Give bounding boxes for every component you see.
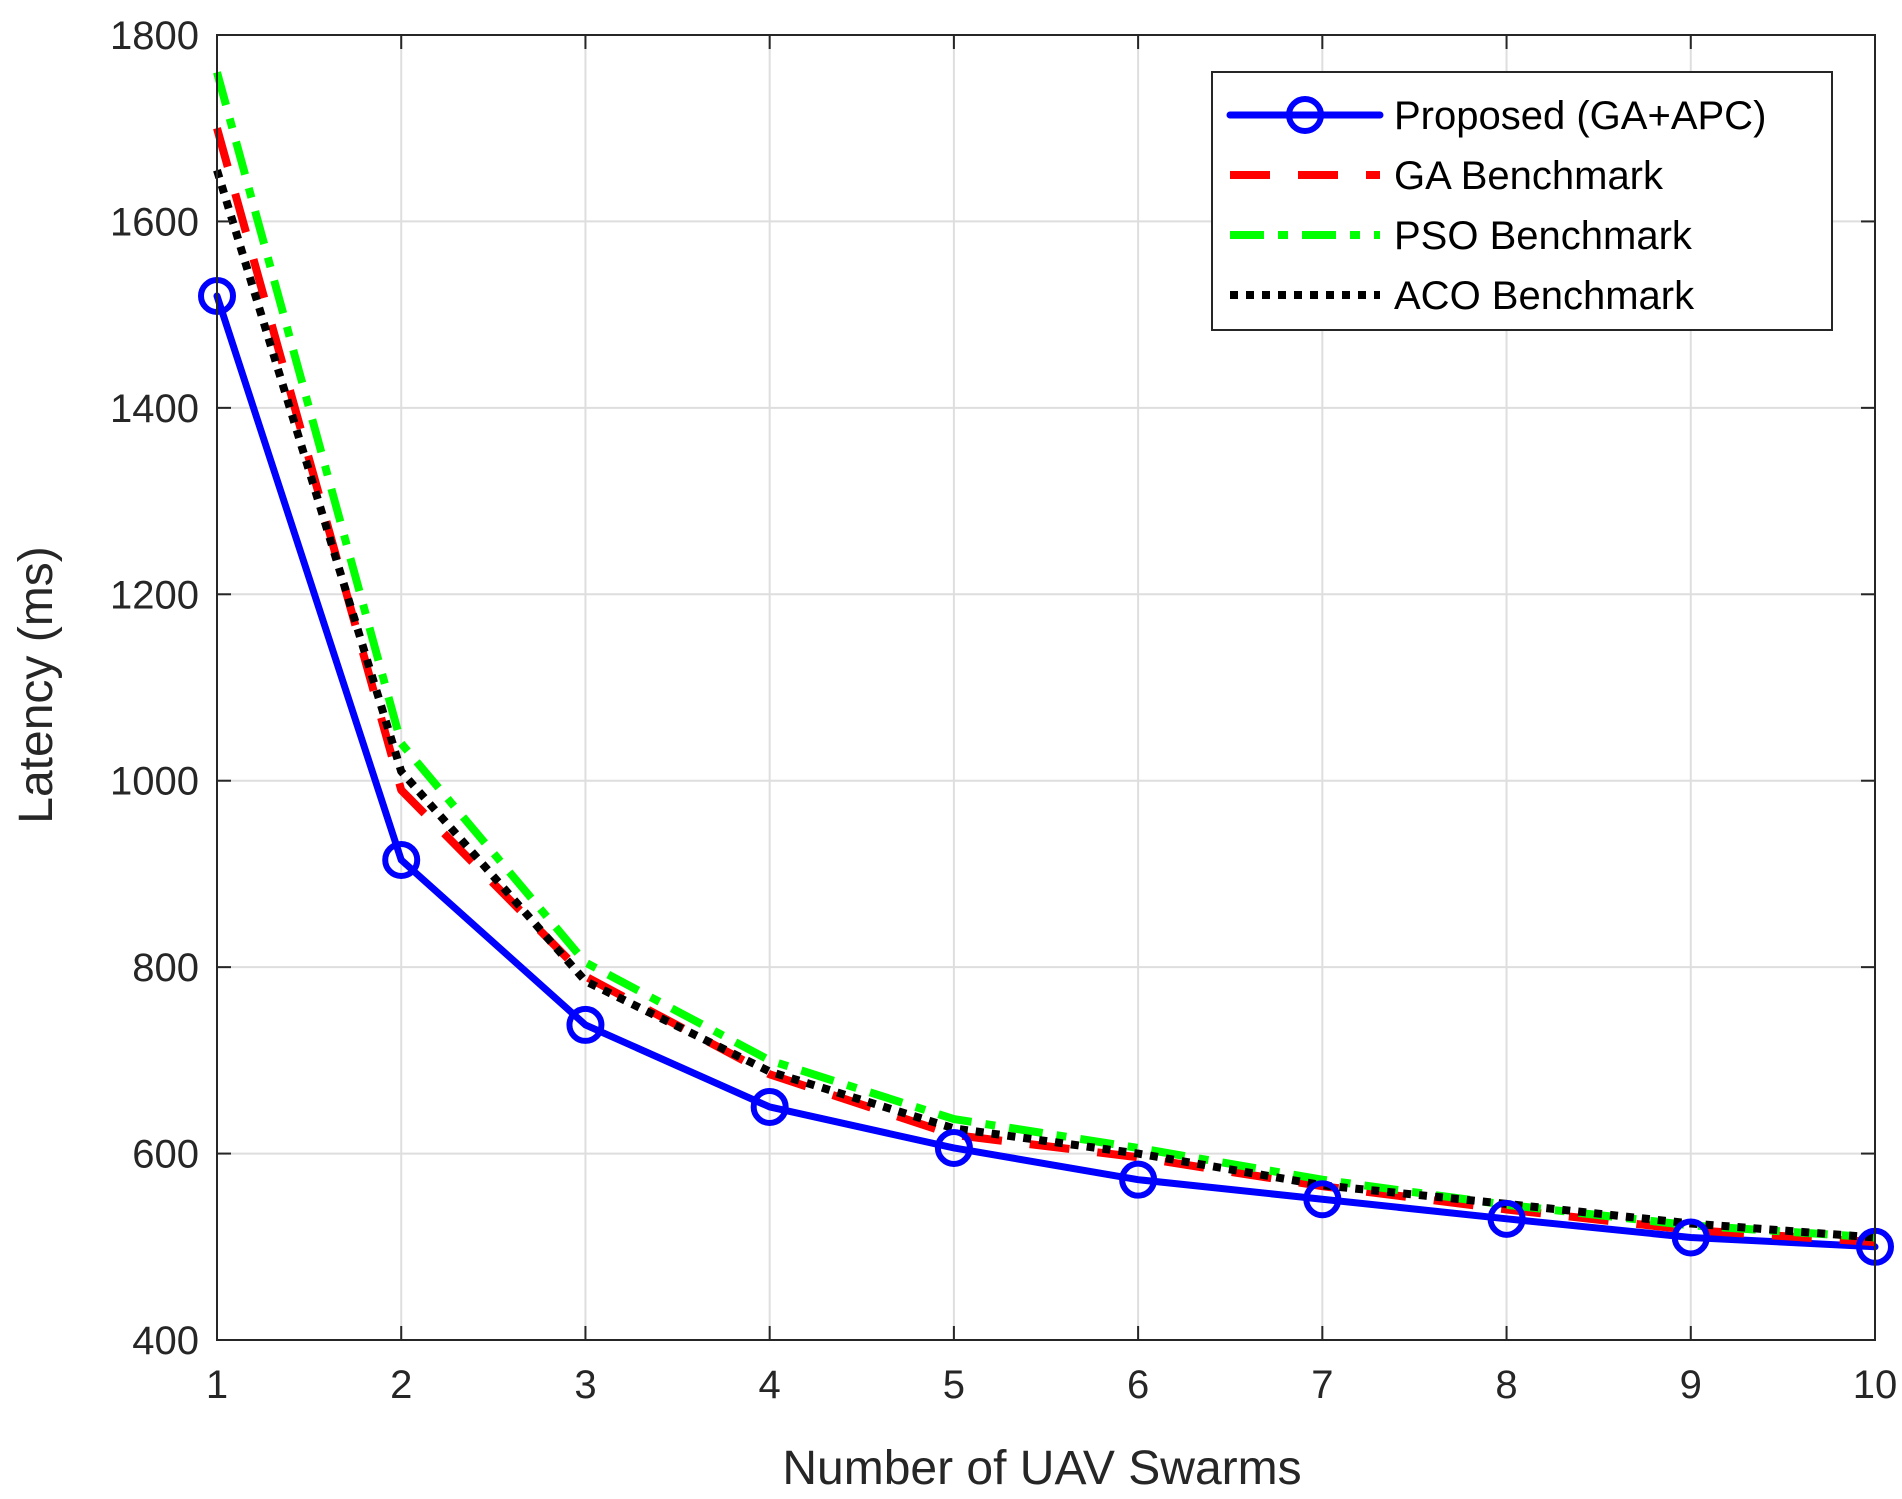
legend-label: PSO Benchmark	[1394, 214, 1693, 258]
data-point-marker	[382, 840, 421, 879]
series-lines	[198, 71, 1894, 1266]
data-point-marker	[934, 1128, 973, 1167]
x-tick-label: 2	[390, 1363, 412, 1407]
x-tick-label: 4	[759, 1363, 781, 1407]
y-tick-label: 1600	[110, 200, 199, 244]
y-tick-label: 1400	[110, 387, 199, 431]
x-axis-label: Number of UAV Swarms	[782, 1442, 1301, 1495]
data-point-marker	[750, 1087, 789, 1126]
y-tick-label: 1200	[110, 573, 199, 617]
legend-label: GA Benchmark	[1394, 154, 1664, 198]
y-tick-label: 600	[132, 1133, 199, 1177]
x-tick-label: 9	[1680, 1363, 1702, 1407]
x-tick-label: 1	[206, 1363, 228, 1407]
series-line-1	[213, 127, 1876, 1247]
x-tick-label: 8	[1495, 1363, 1517, 1407]
legend: Proposed (GA+APC) GA Benchmark PSO Benchma…	[1211, 71, 1833, 331]
x-tick-label: 10	[1853, 1363, 1898, 1407]
legend-label: ACO Benchmark	[1394, 274, 1695, 318]
legend-label: Proposed (GA+APC)	[1394, 94, 1766, 138]
data-point-marker	[1303, 1180, 1342, 1219]
y-tick-label: 1000	[110, 760, 199, 804]
x-tick-label: 7	[1311, 1363, 1333, 1407]
data-point-marker	[1487, 1199, 1526, 1238]
y-tick-label: 800	[132, 946, 199, 990]
data-point-marker	[1119, 1160, 1158, 1199]
x-tick-label: 3	[574, 1363, 596, 1407]
data-point-marker	[566, 1005, 605, 1044]
series-line-3	[213, 168, 1876, 1242]
y-axis-label: Latency (ms)	[10, 546, 63, 823]
series-line-0	[213, 292, 1879, 1251]
y-tick-label: 400	[132, 1319, 199, 1363]
tick-labels: 1 2 3 4 5 6 7 8 9 10 400 600 800 1000 1200 1400 1600 1800	[110, 14, 1897, 1407]
x-tick-label: 6	[1127, 1363, 1149, 1407]
x-tick-label: 5	[943, 1363, 965, 1407]
legend-marker	[1286, 96, 1324, 134]
data-point-marker	[1671, 1218, 1710, 1257]
plot-frame	[216, 34, 1876, 1341]
y-tick-label: 1800	[110, 14, 199, 58]
